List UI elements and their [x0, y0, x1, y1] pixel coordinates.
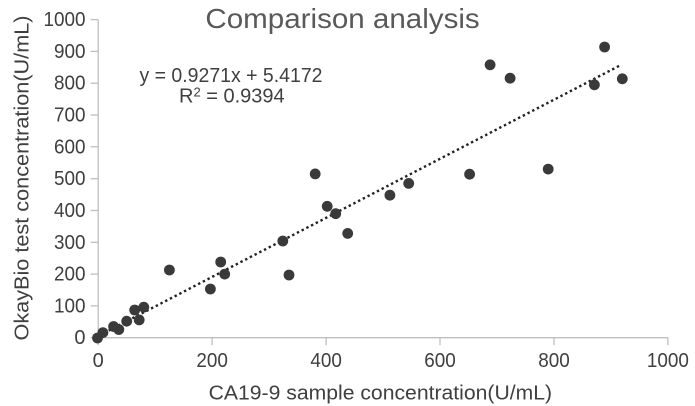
svg-text:900: 900	[54, 41, 86, 63]
svg-text:200: 200	[196, 350, 228, 372]
svg-text:400: 400	[54, 200, 86, 222]
svg-text:0: 0	[93, 350, 104, 372]
svg-text:1000: 1000	[647, 350, 689, 372]
svg-text:700: 700	[54, 105, 86, 127]
svg-text:OkayBio test concentration(U/m: OkayBio test concentration(U/mL)	[12, 16, 34, 341]
svg-text:y = 0.9271x + 5.4172: y = 0.9271x + 5.4172	[140, 65, 323, 87]
svg-text:600: 600	[54, 136, 86, 158]
svg-text:Comparison analysis: Comparison analysis	[205, 3, 479, 34]
svg-text:CA19-9 sample concentration(U/: CA19-9 sample concentration(U/mL)	[209, 382, 552, 404]
svg-text:300: 300	[54, 232, 86, 254]
svg-text:1000: 1000	[44, 9, 86, 31]
svg-text:800: 800	[54, 73, 86, 95]
svg-text:R2 = 0.9394: R2 = 0.9394	[179, 85, 285, 108]
svg-text:200: 200	[54, 264, 86, 286]
svg-text:500: 500	[54, 168, 86, 190]
svg-text:600: 600	[424, 350, 456, 372]
svg-text:400: 400	[310, 350, 342, 372]
svg-text:800: 800	[538, 350, 570, 372]
svg-text:0: 0	[74, 327, 85, 349]
svg-text:100: 100	[54, 295, 86, 317]
